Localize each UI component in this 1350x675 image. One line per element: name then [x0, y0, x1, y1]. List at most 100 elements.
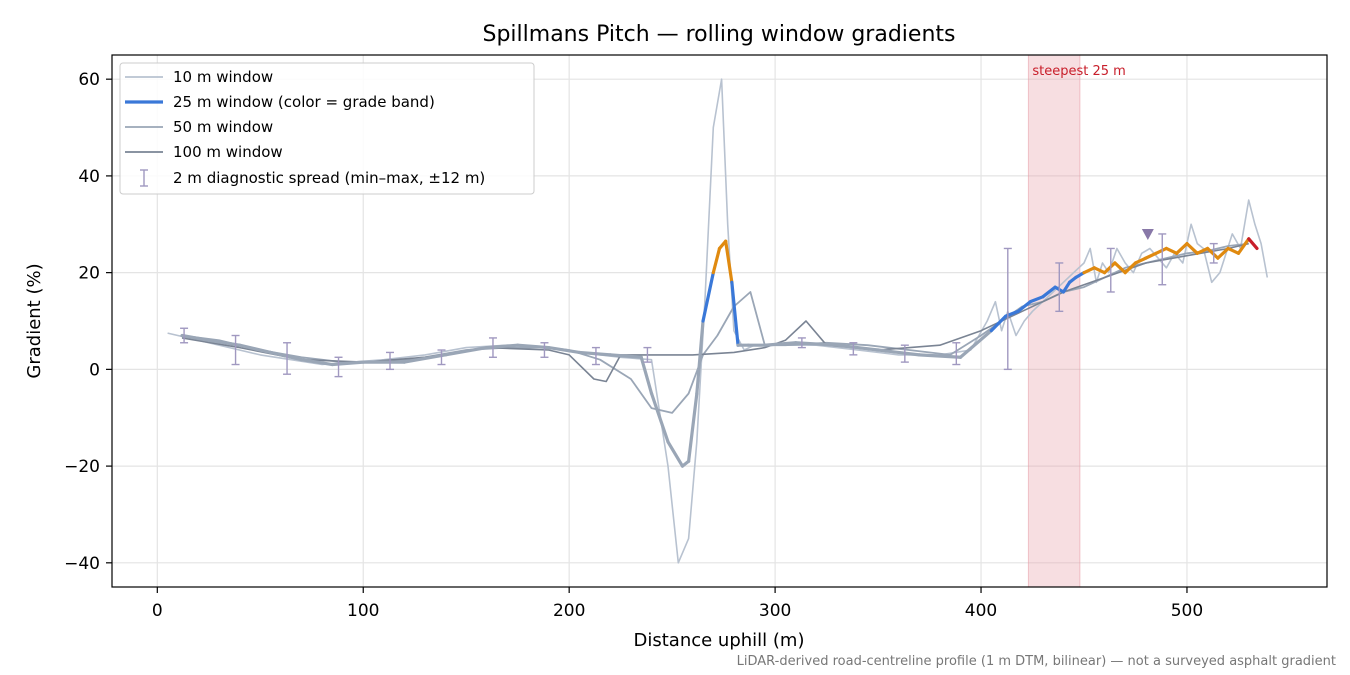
series-25m-segment: [1205, 246, 1220, 260]
spread-errorbar: [386, 351, 395, 371]
spread-errorbar: [437, 349, 446, 366]
legend-label-25m: 25 m window (color = grade band): [173, 93, 435, 111]
y-tick-label: 40: [78, 167, 100, 187]
series-25m-segment: [730, 280, 740, 347]
series-25m-segment: [1226, 246, 1241, 255]
spread-errorbar: [1055, 262, 1064, 313]
series-25m-segment: [330, 360, 365, 367]
series-25m-segment: [1028, 295, 1045, 304]
plot-frame: [111, 54, 1328, 588]
series-25m-segment: [639, 355, 654, 396]
series-25m-segment: [1016, 300, 1033, 313]
series-25m-segment: [516, 343, 551, 350]
series-25m-segment: [1133, 256, 1148, 265]
series-25m-segment: [1092, 266, 1107, 275]
legend-label-10m: 10 m window: [173, 68, 273, 86]
series-25m-segment: [1185, 242, 1199, 255]
series-25m-segment: [1247, 237, 1259, 251]
series-25m-segment: [1175, 242, 1189, 255]
y-tick-label: −40: [64, 554, 100, 574]
series-25m-segment: [444, 346, 489, 357]
series-25m-segment: [1154, 246, 1168, 255]
series-25m-segment: [180, 333, 211, 342]
series-25m-segment: [207, 338, 242, 347]
series-25m-segment: [958, 329, 993, 359]
x-tick-label: 0: [152, 601, 163, 621]
series-25m-segment: [876, 348, 921, 357]
legend-label-50m: 50 m window: [173, 118, 273, 136]
spread-errorbar: [1106, 247, 1115, 293]
legend-box: [119, 62, 535, 195]
series-25m-segment: [1164, 246, 1179, 255]
series-25m-segment: [1082, 266, 1096, 275]
series-25m-segment: [1216, 246, 1230, 260]
series-25m-segment: [989, 314, 1008, 333]
spread-errorbar: [1209, 242, 1218, 264]
series-25m-segment: [701, 271, 715, 323]
series-25m-segment: [687, 391, 699, 463]
x-axis-label: Distance uphill (m): [634, 630, 805, 651]
series-25m-segment: [1144, 251, 1158, 260]
series-25m-segment: [711, 246, 722, 275]
spread-errorbar: [900, 344, 909, 363]
y-tick-label: 60: [78, 70, 100, 90]
y-axis-label: Gradient (%): [24, 263, 45, 378]
series-layer: [167, 78, 1269, 564]
spread-errorbar: [334, 356, 343, 378]
x-tick-label: 100: [347, 601, 379, 621]
series-25m-segment: [649, 391, 670, 444]
spread-errorbar: [540, 342, 549, 358]
spread-errorbar: [952, 342, 961, 366]
x-tick-label: 500: [1171, 601, 1203, 621]
legend-swatch-spread: [140, 169, 148, 187]
series-25m-segment: [695, 319, 705, 396]
spread-errorbar: [180, 327, 189, 344]
spread-errorbar: [849, 342, 858, 356]
spread-errorbar: [1158, 233, 1167, 286]
steepest-25m-highlight: [1027, 54, 1081, 588]
series-25m-segment: [1113, 261, 1127, 275]
series-25m-segment: [666, 440, 685, 468]
legend-label-100m: 100 m window: [173, 143, 283, 161]
series-25m-segment: [1061, 280, 1072, 294]
spread-errorbar: [488, 337, 497, 358]
spread-errorbar: [797, 337, 806, 349]
series-25m-segment: [485, 343, 520, 350]
series-25m-segment: [608, 353, 643, 359]
x-tick-label: 300: [759, 601, 791, 621]
series-25m-segment: [763, 341, 798, 347]
series-25m-segment: [546, 346, 582, 355]
spread-errorbar: [231, 334, 240, 366]
series-25m-segment: [238, 343, 273, 355]
spread-errorbar: [1003, 247, 1012, 371]
footnote: LiDAR-derived road-centreline profile (1…: [737, 654, 1336, 669]
spread-errorbar: [591, 346, 600, 366]
legend: 10 m window 25 m window (color = grade b…: [119, 62, 535, 195]
series-25m-segment: [724, 239, 734, 284]
max-gradient-marker: [1141, 228, 1154, 240]
series-25m-segment: [299, 358, 334, 367]
series-25m-segment: [917, 353, 963, 359]
series-25m-segment: [1041, 285, 1057, 299]
series-25m-segment: [577, 350, 612, 357]
series-25m-segment: [1236, 237, 1251, 255]
series-25m-segment: [1102, 261, 1117, 275]
y-tick-label: −20: [64, 457, 100, 477]
series-25m-segment: [1123, 261, 1138, 275]
series-25m-segment: [402, 353, 448, 364]
spread-errorbar: [283, 342, 292, 375]
legend-label-spread: 2 m diagnostic spread (min–max, ±12 m): [173, 169, 485, 187]
y-tick-label: 0: [89, 360, 100, 380]
steepest-25m-label: steepest 25 m: [1032, 64, 1125, 79]
x-tick-label: 400: [965, 601, 997, 621]
chart-title: Spillmans Pitch — rolling window gradien…: [483, 22, 956, 47]
x-tick-label: 200: [553, 601, 585, 621]
y-tick-label: 20: [78, 264, 100, 284]
series-25m-segment: [1195, 246, 1210, 255]
series-25m-segment: [268, 350, 304, 362]
series-25m-segment: [835, 343, 880, 352]
spread-errorbar: [643, 346, 652, 363]
spread-errorbars: [180, 233, 1218, 378]
axis-ticks: 0 100 200 300 400 500 −40 −20 0 20 40 60: [64, 70, 1203, 621]
